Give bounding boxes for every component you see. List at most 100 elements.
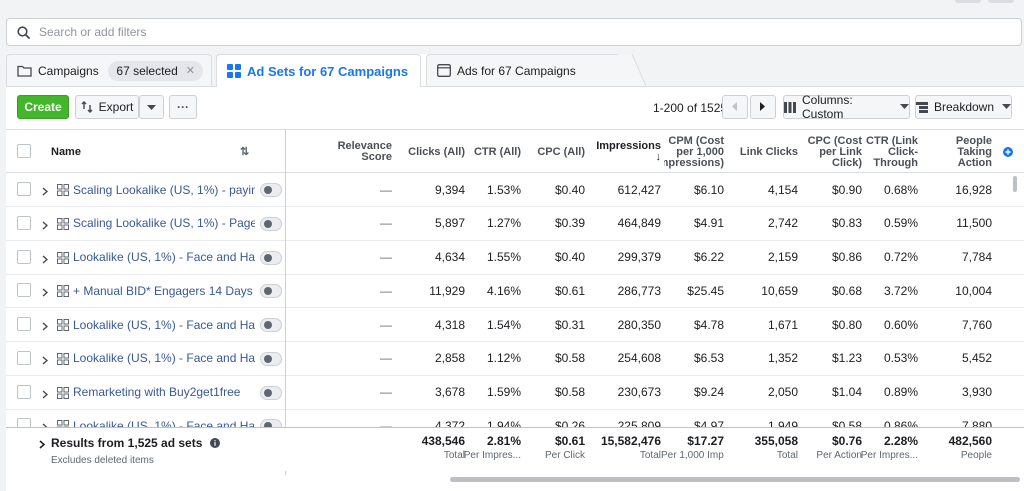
column-ctr[interactable]: CTR (All) [471,130,521,174]
top-button[interactable] [988,0,1014,3]
chevron-right-icon[interactable] [42,318,49,336]
sort-icon[interactable]: ⇅ [240,145,250,158]
adset-status-toggle[interactable] [260,385,282,400]
adset-status-toggle[interactable] [260,351,282,366]
cell-clicks: 11,929 [429,283,465,298]
column-people[interactable]: People Taking Action [924,130,992,174]
column-people-l2: Action [957,156,992,169]
total-clicks-value: 438,546 [421,434,465,448]
tab-campaigns[interactable]: Campaigns 67 selected ✕ [6,54,212,86]
table-row[interactable]: Scaling Lookalike (US, 1%) - PageView...… [6,207,1024,241]
column-relevance[interactable]: Relevance Score [336,130,392,174]
search-input[interactable] [39,25,939,39]
clear-selection-icon[interactable]: ✕ [185,65,195,77]
more-icon: ··· [177,100,189,114]
total-ctr-link-sub: Per Impres... [860,450,918,461]
table-row[interactable]: Scaling Lookalike (US, 1%) - paying sh..… [6,173,1024,207]
adset-grid-icon [57,251,69,269]
adset-status-toggle[interactable] [260,318,282,332]
row-checkbox[interactable] [17,249,31,264]
total-cpm: $17.27 Per 1,000 Imp... [661,434,724,461]
adset-name-link[interactable]: Scaling Lookalike (US, 1%) - PageView... [73,216,255,231]
cell-cpc: $0.40 [554,182,585,197]
column-cpc-link-l3: Click) [832,156,862,169]
create-button[interactable]: Create [17,95,69,119]
total-ctr: 2.81% Per Impres... [451,434,521,461]
tab-campaigns-label: Campaigns [38,63,99,78]
chevron-right-icon[interactable] [42,217,49,235]
cell-cpm: $4.78 [693,317,724,332]
table-row[interactable]: + Manual BID* Engagers 14 Days 35-6... — 1… [6,274,1024,309]
adset-name-link[interactable]: Lookalike (US, 1%) - Face and Hands I... [73,351,255,366]
table-row[interactable]: Lookalike (US, 1%) - Face and Hands I...… [6,342,1024,376]
chevron-right-icon[interactable] [42,352,49,370]
adset-name-link[interactable]: Lookalike (US, 1%) - Face and Hands IC [73,250,255,264]
top-button[interactable] [955,0,981,3]
column-impressions[interactable]: Impressions ↓ [591,130,661,174]
adset-name-link[interactable]: Remarketing with Buy2get1free [73,385,241,399]
row-checkbox[interactable] [17,350,31,365]
adset-status-toggle[interactable] [260,284,282,299]
adset-name-link[interactable]: + Manual BID* Engagers 14 Days 35-6... [73,283,255,298]
cell-impressions: 280,350 [617,317,661,332]
column-cpm-l1: CPM (Cost [668,134,724,147]
adset-status-toggle[interactable] [260,250,282,265]
column-cpc-link[interactable]: CPC (Cost per Link Click) [806,130,862,174]
search-bar[interactable] [6,18,1022,46]
adset-name-link[interactable]: Lookalike (US, 1%) - Face and Hands I... [73,317,255,332]
chevron-right-icon[interactable] [42,386,49,404]
table-row[interactable]: Lookalike (US, 1%) - Face and Hands IC — 4… [6,241,1024,275]
selected-pill[interactable]: 67 selected ✕ [108,60,203,81]
total-ctr-value: 2.81% [486,434,521,448]
column-cpc[interactable]: CPC (All) [531,130,585,174]
vertical-scrollbar[interactable] [1013,176,1017,192]
total-cpc-link-value: $0.76 [831,434,862,448]
column-link-clicks[interactable]: Link Clicks [731,130,798,174]
chevron-right-icon[interactable] [42,183,49,201]
tab-adsets[interactable]: Ad Sets for 67 Campaigns [216,54,421,87]
adset-grid-icon [57,183,69,201]
next-page-button[interactable] [750,95,776,119]
row-checkbox[interactable] [17,215,31,230]
column-name-label: Name [51,145,81,158]
row-checkbox[interactable] [17,384,31,399]
total-ctr-link: 2.28% Per Impres... [856,434,918,461]
column-people-l1: People Taking [955,134,992,158]
chevron-right-icon[interactable] [42,251,49,269]
table-row[interactable]: Lookalike (US, 1%) - Face and Hands I...… [6,308,1024,342]
adset-status-toggle[interactable] [260,183,282,197]
horizontal-scrollbar[interactable] [450,477,1020,482]
breakdown-label: Breakdown [933,100,995,114]
cell-relevance: — [380,216,392,231]
add-column-icon[interactable] [1003,130,1013,174]
cell-cpc: $0.58 [554,351,585,366]
export-button[interactable]: Export [75,95,139,119]
row-checkbox[interactable] [17,317,31,331]
info-icon[interactable] [209,435,220,453]
row-checkbox[interactable] [17,283,31,298]
column-ctr-link[interactable]: CTR (Link Click- Through [866,130,918,174]
tab-ads[interactable]: Ads for 67 Campaigns [426,54,626,86]
cell-ctr-link: 0.72% [883,250,918,264]
cell-people: 3,930 [961,385,992,399]
column-link-clicks-label: Link Clicks [739,145,798,158]
row-checkbox[interactable] [17,182,31,196]
table-panel: Create Export ··· 1-200 of 1525 Columns:… [6,86,1024,491]
total-clicks: 438,546 Total [401,434,465,461]
chevron-right-icon[interactable] [42,284,49,302]
cell-relevance: — [380,283,392,298]
more-options-button[interactable]: ··· [169,95,197,119]
prev-page-button[interactable] [722,95,748,119]
adset-status-toggle[interactable] [260,216,282,231]
cell-people: 7,784 [961,250,992,264]
column-clicks[interactable]: Clicks (All) [401,130,465,174]
adset-name-link[interactable]: Scaling Lookalike (US, 1%) - paying sh..… [73,182,255,197]
expand-results-icon[interactable] [39,436,46,454]
breakdown-button[interactable]: Breakdown [915,95,1012,119]
columns-button[interactable]: Columns: Custom [783,93,910,121]
column-name[interactable]: Name [51,130,81,174]
export-dropdown-button[interactable] [139,95,164,119]
table-row[interactable]: Remarketing with Buy2get1free — 3,678 1.59%… [6,376,1024,410]
select-all-checkbox[interactable] [17,144,31,158]
